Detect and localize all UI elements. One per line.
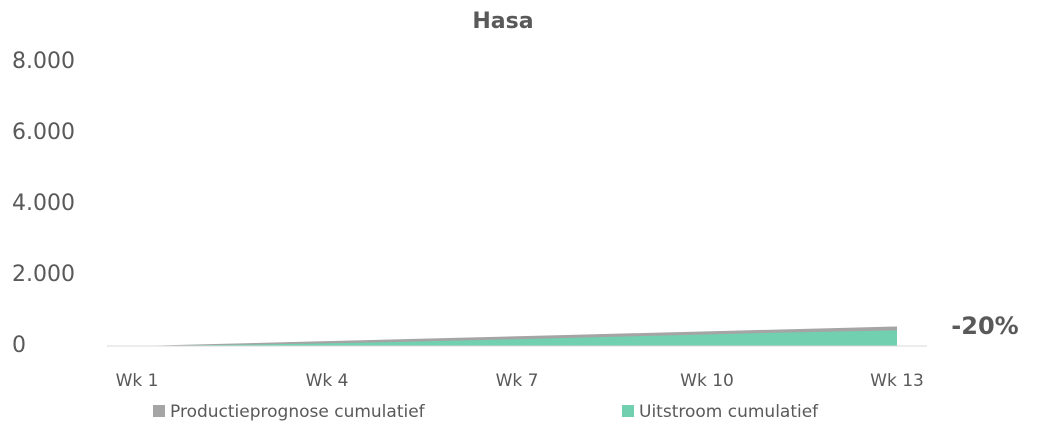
y-tick-label: 2.000 bbox=[12, 262, 75, 287]
x-tick-label: Wk 4 bbox=[306, 371, 349, 391]
y-tick-label: 0 bbox=[12, 333, 26, 358]
legend-label: Uitstroom cumulatief bbox=[639, 402, 819, 422]
area bbox=[137, 330, 897, 346]
legend-swatch bbox=[622, 405, 634, 417]
x-tick-label: Wk 10 bbox=[680, 371, 734, 391]
annotation: -20% bbox=[951, 312, 1018, 340]
y-tick-label: 4.000 bbox=[12, 191, 75, 216]
x-tick-label: Wk 7 bbox=[496, 371, 539, 391]
y-tick-label: 6.000 bbox=[12, 120, 75, 145]
legend-swatch bbox=[153, 405, 165, 417]
x-tick-label: Wk 1 bbox=[116, 371, 159, 391]
x-tick-label: Wk 13 bbox=[870, 371, 924, 391]
y-tick-label: 8.000 bbox=[12, 49, 75, 74]
legend-label: Productieprognose cumulatief bbox=[170, 402, 426, 422]
chart-title: Hasa bbox=[472, 9, 533, 34]
